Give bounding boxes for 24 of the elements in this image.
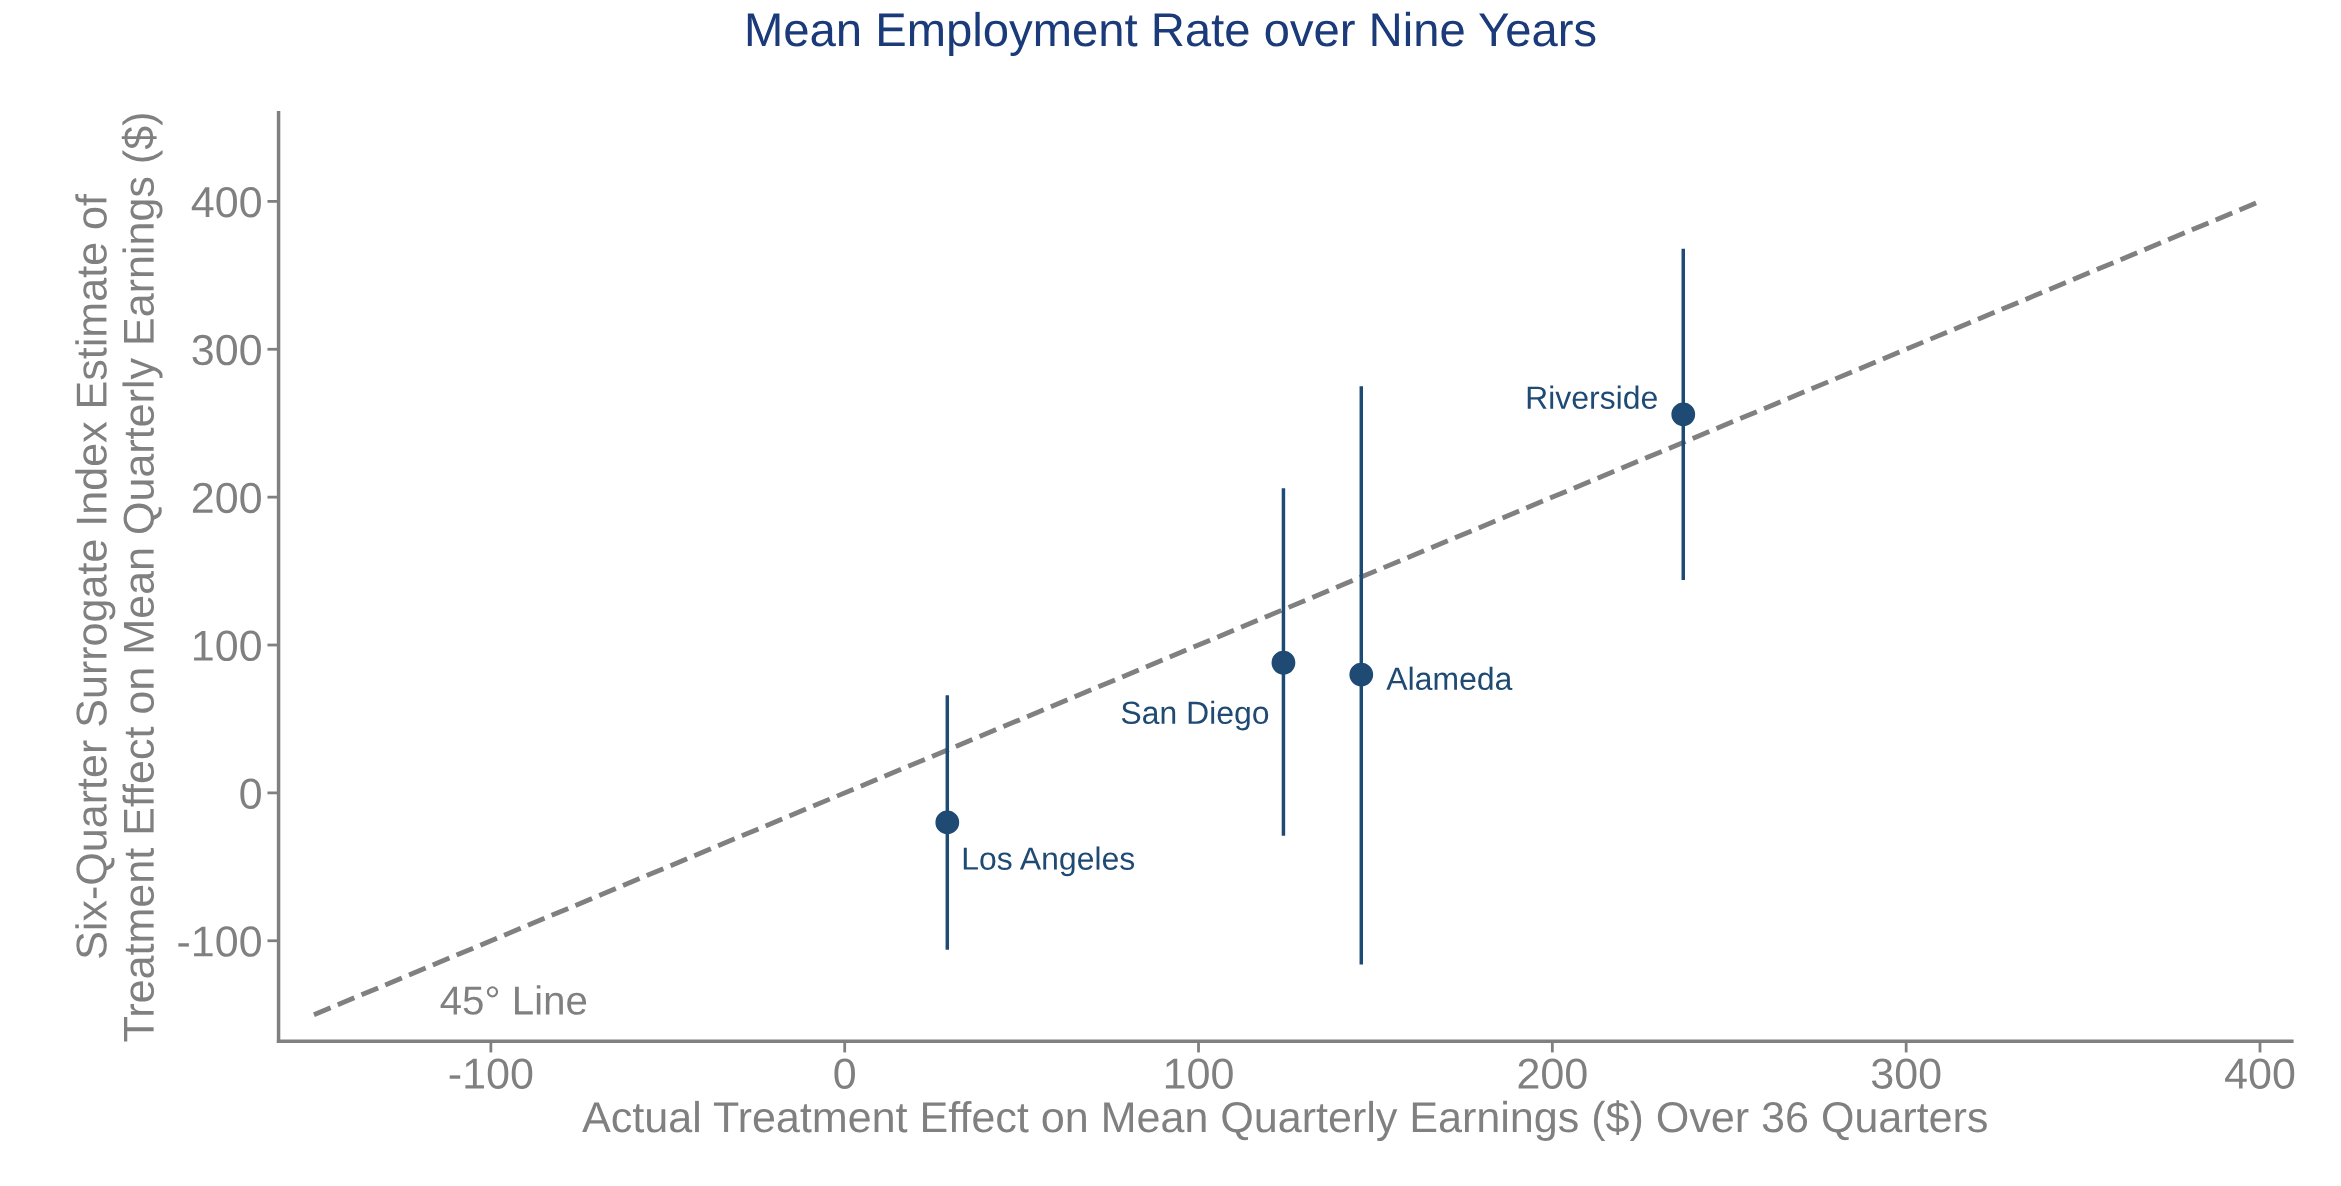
y-tick-label: 400 xyxy=(191,186,261,218)
y-tick-label: 300 xyxy=(192,334,261,366)
x-tick-label: 400 xyxy=(2225,1058,2295,1089)
y-tick-label: 100 xyxy=(194,630,261,662)
x-axis-title: Actual Treatment Effect on Mean Quarterly Earnings ($) Over 36 Quarters xyxy=(582,1100,1987,1141)
point xyxy=(935,810,960,835)
chart-title: Mean Employment Rate over Nine Years xyxy=(747,11,1596,56)
y-tick-label: 0 xyxy=(240,778,261,809)
x-tick-label: -100 xyxy=(449,1058,533,1089)
annotation: San Diego xyxy=(1121,700,1269,731)
annotation: Alameda xyxy=(1386,666,1513,691)
x-tick-label: 300 xyxy=(1871,1058,1941,1089)
y-axis-title: Six-Quarter Surrogate Index Estimate of Treatment Effect on Mean Quarterly Earnings ($) xyxy=(75,114,163,1042)
x-tick-label: 100 xyxy=(1165,1058,1233,1089)
y-tick-label: -100 xyxy=(178,926,261,957)
x-tick-label: 0 xyxy=(834,1058,855,1089)
y-tick-label: 200 xyxy=(192,482,261,514)
point xyxy=(1349,662,1374,687)
annotation: Los Angeles xyxy=(963,846,1135,877)
annotation: 45° Line xyxy=(440,985,587,1015)
point xyxy=(1671,402,1696,427)
annotation: Riverside xyxy=(1527,385,1657,410)
point xyxy=(1271,650,1296,675)
x-tick-label: 200 xyxy=(1518,1058,1587,1089)
